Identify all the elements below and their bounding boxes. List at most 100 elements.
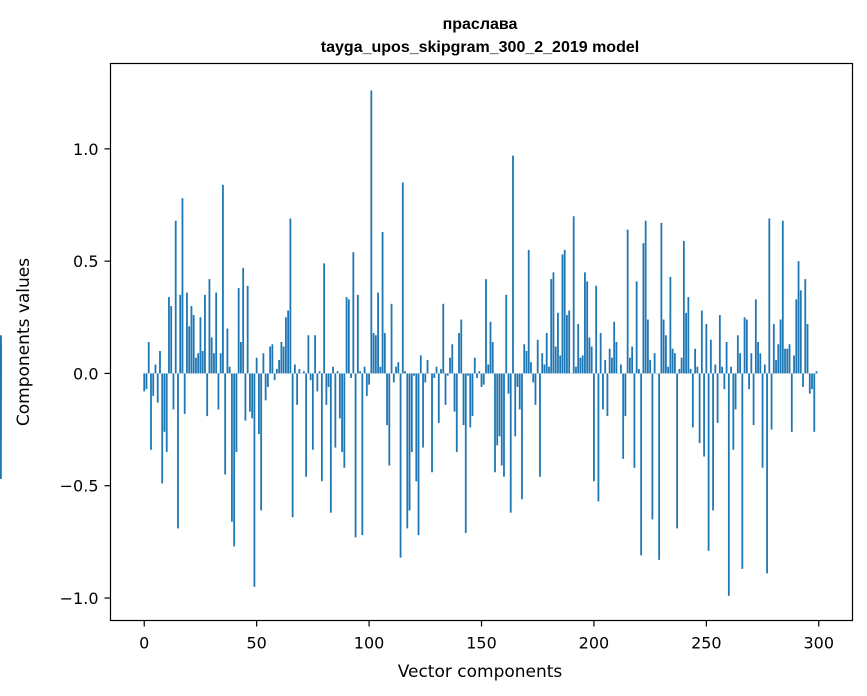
bar — [813, 373, 816, 432]
y-tick-label: −0.5 — [60, 477, 99, 496]
bar — [318, 371, 321, 374]
bar — [694, 348, 697, 374]
bar — [734, 373, 737, 410]
bar — [0, 344, 2, 374]
bar — [534, 373, 537, 405]
bar — [561, 254, 564, 374]
bar — [732, 373, 735, 450]
bar — [714, 364, 717, 374]
bar — [417, 373, 420, 536]
bar — [440, 368, 442, 374]
bar — [329, 373, 332, 513]
bar — [624, 373, 627, 417]
bar — [467, 373, 469, 376]
bar — [595, 285, 598, 374]
bar — [629, 357, 631, 374]
bar — [410, 373, 413, 453]
bar — [359, 371, 361, 374]
chart-subtitle: tayga_upos_skipgram_300_2_2019 model — [321, 39, 639, 56]
bar — [251, 373, 254, 419]
bar — [237, 288, 240, 374]
bar — [365, 373, 368, 396]
bar — [188, 326, 191, 374]
bar — [446, 373, 449, 376]
bar — [743, 317, 746, 374]
x-axis-ticks: 0 50 100 150 200 250 300 — [139, 620, 834, 653]
bar — [219, 353, 222, 374]
bar — [190, 306, 193, 374]
bar — [320, 373, 323, 482]
bar — [368, 373, 370, 385]
bar — [498, 373, 501, 437]
bar — [302, 371, 305, 374]
bar — [566, 315, 568, 374]
bar — [478, 371, 481, 374]
bar — [372, 333, 375, 374]
bar — [552, 272, 555, 374]
bar — [709, 339, 712, 374]
bar — [282, 346, 285, 374]
bar — [226, 328, 229, 374]
bar — [316, 373, 319, 392]
bar — [309, 373, 312, 381]
bar — [177, 373, 179, 529]
bar — [235, 373, 238, 453]
bar — [491, 342, 494, 374]
bar — [725, 342, 728, 374]
bar — [201, 350, 204, 374]
bar — [536, 339, 539, 374]
bar — [575, 366, 577, 374]
bar — [264, 373, 267, 401]
bar — [718, 315, 721, 374]
bar — [496, 373, 499, 446]
bar — [676, 373, 679, 529]
bar — [525, 350, 528, 374]
bar — [541, 353, 544, 374]
bar — [350, 373, 352, 378]
bar — [458, 333, 460, 374]
bar — [289, 218, 292, 374]
bar — [653, 353, 656, 374]
bar — [323, 263, 326, 374]
bar — [449, 357, 451, 374]
bar — [763, 364, 766, 374]
bar — [451, 344, 454, 374]
bar — [507, 373, 510, 394]
bar — [242, 267, 245, 374]
bar — [426, 359, 429, 374]
bar — [260, 373, 263, 511]
bar — [390, 303, 393, 374]
bar — [298, 368, 301, 374]
bar — [521, 373, 523, 500]
bar — [356, 294, 359, 374]
bar — [613, 321, 616, 374]
bar — [244, 373, 247, 421]
bar — [228, 366, 231, 374]
bar — [208, 279, 211, 374]
bar — [545, 333, 548, 374]
bar — [606, 373, 609, 417]
bar — [721, 366, 723, 374]
bar — [781, 220, 784, 374]
bar — [231, 373, 233, 522]
bar — [754, 299, 757, 374]
bar — [343, 373, 346, 468]
bar — [485, 279, 487, 374]
bar — [307, 335, 310, 374]
bar — [586, 281, 589, 374]
bar — [181, 198, 184, 374]
bar — [156, 373, 159, 403]
bar — [186, 292, 188, 374]
bar — [581, 355, 584, 374]
bar — [266, 373, 269, 387]
bar — [197, 353, 200, 374]
bar — [635, 281, 638, 374]
bar — [739, 353, 741, 374]
bar — [397, 362, 400, 374]
bar — [644, 220, 647, 374]
bar — [163, 373, 166, 432]
bar — [716, 373, 719, 423]
bar — [505, 294, 508, 374]
bar — [240, 342, 242, 374]
bar — [305, 373, 308, 477]
